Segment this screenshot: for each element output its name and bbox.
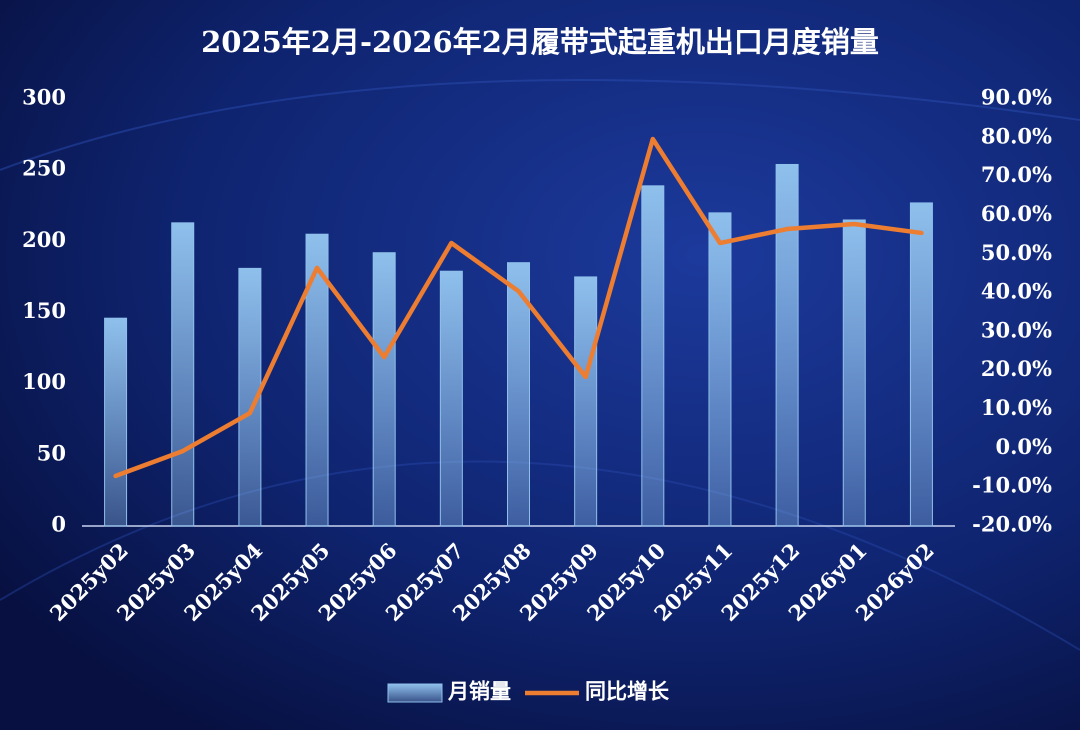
- y2-tick-label: 40.0%: [981, 279, 1052, 304]
- y-tick-label: 200: [22, 227, 66, 252]
- bar: [775, 163, 799, 527]
- y2-tick-label: -20.0%: [972, 512, 1052, 537]
- line: [113, 136, 924, 479]
- bar: [641, 185, 665, 527]
- bar: [439, 270, 463, 527]
- y-tick-label: 250: [22, 156, 66, 181]
- y2-tick-label: 50.0%: [981, 240, 1052, 265]
- bar: [708, 212, 732, 527]
- legend-swatch: [387, 683, 443, 703]
- y2-tick-label: 70.0%: [981, 162, 1052, 187]
- y2-tick-label: 0.0%: [996, 434, 1053, 459]
- y-tick-label: 50: [37, 440, 66, 465]
- legend-label: 月销量: [447, 679, 511, 704]
- bar: [104, 317, 128, 527]
- y2-tick-label: 20.0%: [981, 356, 1052, 381]
- chart-title: 2025年2月-2026年2月履带式起重机出口月度销量: [201, 25, 879, 59]
- bar: [574, 276, 598, 527]
- bar: [909, 202, 933, 527]
- bar: [171, 222, 195, 527]
- y2-tick-label: 90.0%: [981, 85, 1052, 110]
- decor: [0, 79, 1080, 171]
- y-tick-label: 300: [22, 85, 66, 110]
- bar: [842, 219, 866, 527]
- bar: [305, 233, 329, 527]
- y-tick-label: 150: [22, 298, 66, 323]
- y2-tick-label: 10.0%: [981, 395, 1052, 420]
- bar: [238, 267, 262, 527]
- bar: [372, 252, 396, 527]
- legend-label: 同比增长: [585, 679, 670, 704]
- y-tick-label: 100: [22, 369, 66, 394]
- y-tick-label: 0: [51, 512, 66, 537]
- bar: [507, 262, 530, 527]
- y2-tick-label: 30.0%: [981, 317, 1052, 342]
- y2-tick-label: 60.0%: [981, 201, 1052, 226]
- y2-tick-label: 80.0%: [981, 123, 1052, 148]
- y2-tick-label: -10.0%: [972, 473, 1052, 498]
